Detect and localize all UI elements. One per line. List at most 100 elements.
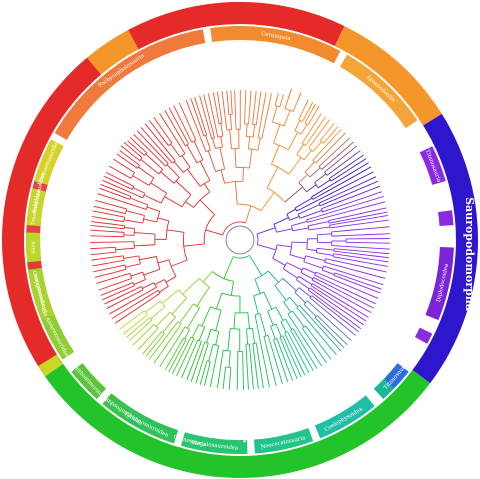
tree-branch — [95, 251, 116, 255]
tree-branch — [356, 242, 390, 244]
band-diplodocoidea — [425, 246, 454, 321]
leaf-tip — [61, 302, 85, 312]
leaf-tip — [387, 169, 420, 182]
tree-branch — [196, 341, 202, 354]
tree-branch — [92, 263, 102, 267]
tree-branch — [199, 123, 205, 137]
leaf-tip — [63, 161, 85, 171]
leaf-tip — [296, 384, 310, 419]
leaf-tip — [128, 80, 150, 111]
leaf-tip — [319, 71, 340, 107]
leaf-tip — [263, 395, 268, 432]
leaf-tip — [188, 54, 199, 94]
tree-arc — [173, 177, 180, 184]
tree-branch — [191, 324, 200, 338]
leaf-tip — [156, 400, 161, 411]
leaf-tip — [365, 124, 393, 145]
tree-arc — [306, 238, 308, 250]
tree-arc — [308, 147, 314, 152]
tree-arc — [273, 337, 277, 340]
leaf-tip — [227, 397, 230, 434]
tree-branch — [267, 335, 274, 353]
leaf-tip — [108, 355, 131, 379]
tree-branch — [124, 227, 135, 230]
tree-branch — [194, 96, 204, 124]
tree-branch — [285, 318, 292, 330]
tree-branch — [287, 313, 300, 331]
leaf-tip — [324, 68, 333, 84]
leaf-tip — [81, 334, 105, 351]
tree-branch — [181, 155, 191, 168]
tree-branch — [339, 215, 389, 224]
leaf-tip — [389, 323, 407, 333]
leaf-tip — [397, 283, 424, 291]
tree-branch — [298, 174, 308, 184]
tree-branch — [188, 123, 197, 141]
tree-branch — [342, 158, 367, 174]
leaf-tip — [53, 291, 74, 298]
tree-branch — [256, 227, 276, 235]
tree-arc — [273, 142, 289, 151]
tree-arc — [333, 272, 336, 276]
tree-branch — [329, 126, 339, 136]
tree-branch — [326, 307, 359, 333]
leaf-tip — [386, 146, 408, 158]
tree-branch — [288, 349, 302, 378]
tree-branch — [309, 338, 327, 363]
leaf-tip — [130, 366, 152, 398]
tree-branch — [259, 92, 267, 125]
tree-arc — [298, 182, 307, 193]
leaf-tip — [45, 229, 69, 230]
tree-branch — [270, 145, 280, 165]
leaf-tip — [419, 224, 437, 226]
leaf-tip — [101, 348, 129, 376]
leaf-tip — [372, 339, 395, 356]
tree-branch — [117, 161, 135, 174]
tree-branch — [340, 154, 364, 171]
leaf-tip — [319, 64, 327, 80]
tree-branch — [187, 168, 201, 187]
tree-branch — [168, 355, 178, 373]
leaf-tip — [397, 303, 424, 314]
tree-branch — [326, 123, 335, 133]
tree-arc — [142, 272, 146, 280]
leaf-tip — [105, 105, 132, 132]
leaf-tip — [91, 347, 113, 365]
tree-branch — [311, 186, 329, 198]
leaf-tip — [283, 54, 294, 93]
tree-arc — [320, 140, 324, 144]
tree-branch — [226, 90, 229, 104]
leaf-tip — [351, 353, 373, 376]
leaf-tip — [248, 48, 250, 89]
leaf-tip — [81, 326, 113, 348]
tree-arc — [272, 244, 278, 259]
tree-branch — [123, 142, 126, 144]
tree-branch — [149, 120, 156, 129]
tree-branch — [318, 194, 338, 204]
leaf-tip — [97, 346, 120, 367]
leaf-tip — [285, 395, 295, 428]
leaf-tip — [319, 385, 334, 413]
leaf-tip — [354, 351, 380, 376]
leaf-tip — [408, 185, 430, 191]
leaf-tip — [76, 329, 98, 343]
leaf-tip — [167, 60, 178, 86]
tree-branch — [104, 208, 126, 215]
leaf-tip — [67, 308, 103, 326]
tree-branch — [294, 120, 301, 131]
leaf-tip — [156, 397, 165, 415]
tree-arc — [211, 137, 215, 140]
leaf-tip — [309, 394, 321, 420]
tree-branch — [331, 132, 346, 147]
tree-branch — [90, 229, 109, 232]
leaf-tip — [402, 157, 412, 162]
leaf-tip — [397, 305, 422, 315]
leaf-tip — [393, 234, 432, 235]
tree-branch — [96, 275, 121, 284]
tree-branch — [173, 161, 184, 173]
tree-branch — [315, 105, 320, 112]
leaf-tip — [329, 81, 345, 105]
tree-arc — [204, 341, 209, 344]
tree-branch — [322, 269, 335, 275]
tree-branch — [109, 165, 114, 169]
